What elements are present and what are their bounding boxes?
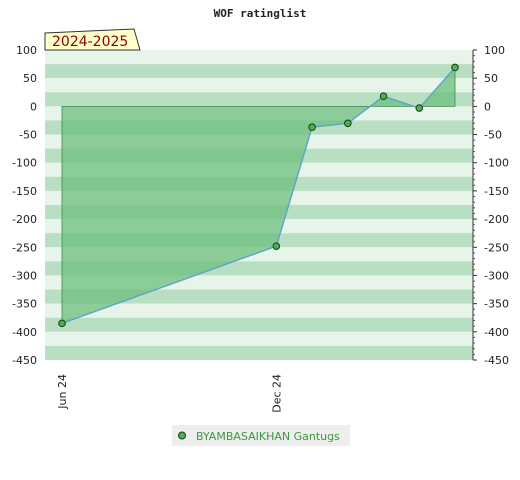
background-band xyxy=(45,50,473,65)
background-band xyxy=(45,345,473,360)
background-band xyxy=(45,78,473,93)
x-axis: Jun 24 Dec 24 xyxy=(56,374,283,413)
y-tick-label-right: 50 xyxy=(484,72,498,85)
chart-title: WOF ratinglist xyxy=(214,7,307,20)
data-point xyxy=(379,92,388,101)
y-tick-label-right: -400 xyxy=(484,326,509,339)
background-band xyxy=(45,289,473,304)
data-point xyxy=(451,63,459,72)
season-label: 2024-2025 xyxy=(44,28,141,51)
y-tick-label-right: -100 xyxy=(484,157,509,170)
background-band xyxy=(45,64,473,79)
y-tick-label-left: -300 xyxy=(12,269,37,282)
data-point xyxy=(58,319,66,328)
y-tick-label-left: -250 xyxy=(12,241,37,254)
y-tick-label-left: -350 xyxy=(12,298,37,311)
x-tick-label: Dec 24 xyxy=(270,374,283,413)
data-point xyxy=(415,104,424,112)
season-label-text: 2024-2025 xyxy=(52,34,128,50)
y-tick-label-left: 0 xyxy=(30,100,37,113)
y-tick-label-right: -150 xyxy=(484,185,509,198)
data-point xyxy=(344,119,352,128)
legend: BYAMBASAIKHAN Gantugs xyxy=(172,425,350,446)
background-band xyxy=(45,303,473,318)
y-tick-label-right: 100 xyxy=(484,44,505,57)
y-tick-label-left: -150 xyxy=(12,185,37,198)
y-tick-label-left: 100 xyxy=(16,44,37,57)
data-point xyxy=(308,123,316,132)
legend-marker xyxy=(178,431,186,440)
y-tick-label-left: -450 xyxy=(12,354,37,367)
y-tick-label-right: 0 xyxy=(484,100,491,113)
background-band xyxy=(45,331,473,346)
x-tick-label: Jun 24 xyxy=(56,374,69,410)
y-tick-label-left: -50 xyxy=(19,129,37,142)
y-tick-label-right: -350 xyxy=(484,298,509,311)
y-tick-label-right: -50 xyxy=(484,129,502,142)
y-tick-label-right: -300 xyxy=(484,269,509,282)
y-tick-label-right: -200 xyxy=(484,213,509,226)
y-tick-label-left: -200 xyxy=(12,213,37,226)
y-tick-label-left: 50 xyxy=(23,72,37,85)
y-tick-label-left: -100 xyxy=(12,157,37,170)
y-axis-right: 100 50 0 -50 -100 -150 -200 -250 -300 -350 -400 -45… xyxy=(472,44,509,367)
y-axis-left: 100 50 0 -50 -100 -150 -200 -250 -300 -350 -400 -45… xyxy=(12,44,37,367)
background-band xyxy=(45,92,473,107)
y-tick-label-right: -450 xyxy=(484,354,509,367)
data-point xyxy=(272,242,281,250)
y-tick-label-left: -400 xyxy=(12,326,37,339)
legend-series-label: BYAMBASAIKHAN Gantugs xyxy=(196,430,340,443)
data-points xyxy=(58,63,459,328)
background-band xyxy=(45,317,473,332)
y-tick-label-right: -250 xyxy=(484,241,509,254)
